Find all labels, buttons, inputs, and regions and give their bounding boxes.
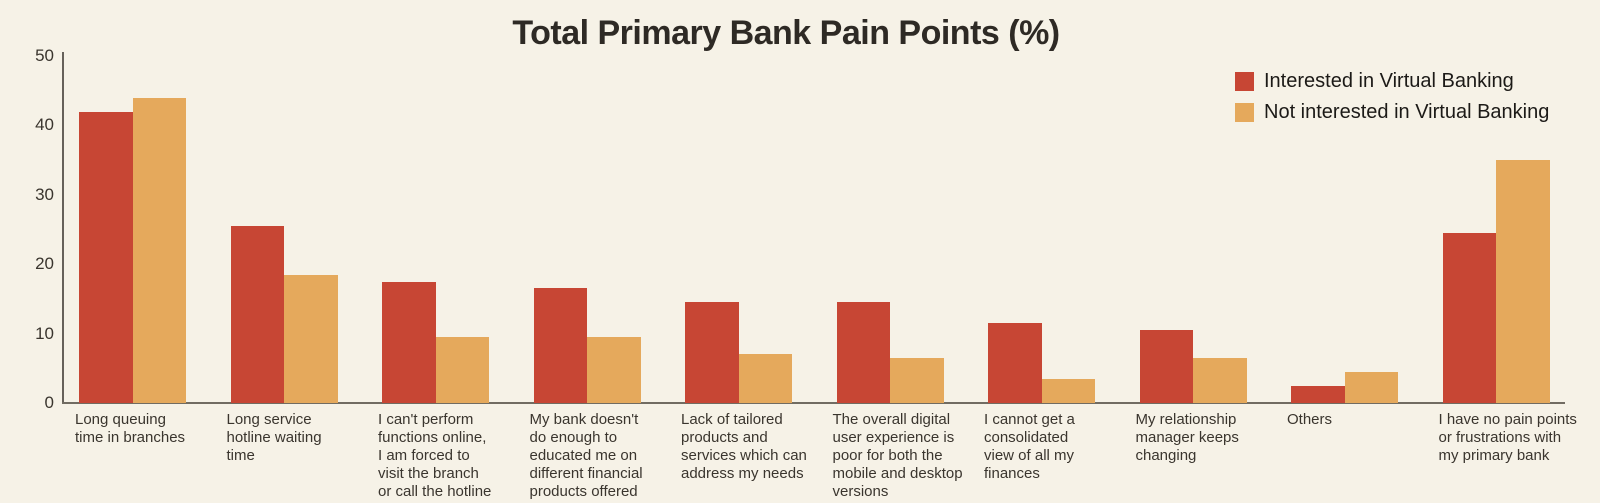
- x-axis-category-label: I cannot get a consolidated view of all my…: [984, 411, 1144, 483]
- bar-not-interested: [132, 97, 186, 403]
- x-axis-category-label-line: visit the branch: [378, 465, 479, 482]
- chart-title: Total Primary Bank Pain Points (%): [512, 14, 1060, 52]
- bar-not-interested: [435, 337, 489, 403]
- x-axis-category-label-line: do enough to: [529, 429, 618, 446]
- bar-interested: [382, 281, 436, 403]
- x-axis-category-label-line: I am forced to: [378, 447, 470, 464]
- bar-interested: [1442, 232, 1496, 403]
- x-axis-category-label: My bank doesn't do enough to educated me o…: [530, 411, 690, 501]
- x-axis-category-label-line: I cannot get a: [984, 411, 1075, 428]
- x-axis-category-label-line: products offered: [529, 483, 638, 500]
- x-axis-category-label-line: My relationship: [1135, 411, 1237, 428]
- legend-swatch-not-interested-icon: [1235, 103, 1254, 122]
- x-axis-category-label-line: consolidated: [984, 429, 1069, 446]
- x-axis-category-label: Long service hotline waiting time: [227, 411, 387, 465]
- y-axis-tick-label: 0: [44, 393, 54, 412]
- bar-interested: [533, 288, 587, 403]
- x-axis-category-label: I can't perform functions online, I am for…: [378, 411, 538, 501]
- bar-not-interested: [284, 274, 338, 403]
- x-axis-category-label: Lack of tailored products and services whi…: [681, 411, 841, 483]
- bar-not-interested: [587, 337, 641, 403]
- x-axis-category-label: Others: [1287, 411, 1447, 429]
- legend-item-not-interested: Not interested in Virtual Banking: [1235, 97, 1549, 128]
- x-axis-category-label-line: Others: [1287, 411, 1333, 428]
- legend-swatch-interested-icon: [1235, 72, 1254, 91]
- y-axis-tick-label: 20: [35, 254, 54, 274]
- bar-not-interested: [890, 357, 944, 403]
- x-axis-category-label: Long queuing time in branches: [75, 411, 235, 447]
- y-axis-tick-label: 30: [35, 184, 54, 204]
- x-axis-category-label-line: time: [226, 447, 255, 464]
- x-axis-line: [62, 402, 1565, 404]
- bar-not-interested: [1496, 160, 1550, 403]
- x-axis-category-label-line: time in branches: [75, 429, 186, 446]
- y-axis-tick-label: 50: [35, 46, 54, 65]
- x-axis-category-label-line: Long service: [226, 411, 312, 428]
- x-axis-category-label-line: functions online,: [378, 429, 487, 446]
- x-axis-category-label-line: or call the hotline: [378, 483, 492, 500]
- bar-not-interested: [1344, 371, 1398, 403]
- bar-not-interested: [1193, 357, 1247, 403]
- x-axis-category-label-line: Lack of tailored: [681, 411, 783, 428]
- x-axis-category-label-line: The overall digital: [832, 411, 951, 428]
- bar-interested: [1139, 330, 1193, 403]
- legend-item-interested: Interested in Virtual Banking: [1235, 66, 1549, 97]
- x-axis-category-label-line: changing: [1135, 447, 1197, 464]
- x-axis-category-label-line: hotline waiting: [226, 429, 322, 446]
- bar-interested: [1291, 385, 1345, 403]
- x-axis-category-label-line: or frustrations with: [1438, 429, 1562, 446]
- x-axis-category-label-line: finances: [984, 465, 1040, 482]
- y-axis-line: [62, 52, 64, 403]
- x-axis-category-label-line: I have no pain points: [1438, 411, 1577, 428]
- x-axis-category-label-line: Long queuing: [75, 411, 166, 428]
- x-axis-category-label-line: My bank doesn't: [529, 411, 639, 428]
- x-axis-category-label-line: manager keeps: [1135, 429, 1239, 446]
- y-axis-tick-label: 10: [35, 323, 54, 343]
- bar-interested: [230, 226, 284, 403]
- x-axis-category-label-line: educated me on: [529, 447, 638, 464]
- bar-interested: [79, 111, 133, 403]
- x-axis-category-label-line: services which can: [681, 447, 807, 464]
- y-axis-tick-label: 40: [35, 115, 54, 135]
- x-axis-category-label: My relationship manager keeps changing: [1136, 411, 1296, 465]
- legend-label-interested: Interested in Virtual Banking: [1264, 70, 1514, 92]
- x-axis-category-label-line: versions: [832, 483, 889, 500]
- x-axis-category-label-line: address my needs: [681, 465, 804, 482]
- x-axis-category-label-line: poor for both the: [832, 447, 943, 464]
- bar-interested: [685, 302, 739, 403]
- legend: Interested in Virtual Banking Not intere…: [1235, 66, 1549, 128]
- x-axis-category-label-line: user experience is: [832, 429, 955, 446]
- x-axis-category-label-line: I can't perform: [378, 411, 474, 428]
- bar-interested: [988, 323, 1042, 403]
- x-axis-category-label-line: different financial: [529, 465, 643, 482]
- x-axis-category-label-line: products and: [681, 429, 768, 446]
- bar-not-interested: [1041, 378, 1095, 403]
- x-axis-category-label-line: view of all my: [984, 447, 1075, 464]
- bar-not-interested: [738, 354, 792, 403]
- legend-label-not-interested: Not interested in Virtual Banking: [1264, 101, 1550, 123]
- x-axis-category-label: I have no pain points or frustrations wit…: [1439, 411, 1599, 465]
- x-axis-category-label-line: mobile and desktop: [832, 465, 963, 482]
- x-axis-category-label: The overall digital user experience is poo…: [833, 411, 993, 501]
- x-axis-category-label-line: my primary bank: [1438, 447, 1550, 464]
- bar-interested: [836, 302, 890, 403]
